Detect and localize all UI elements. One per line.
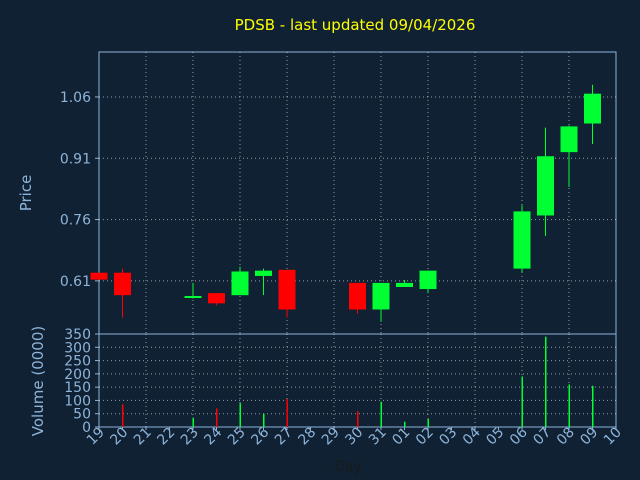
volume-tick-label: 100 xyxy=(64,393,91,409)
x-tick-label: 29 xyxy=(319,425,343,449)
volume-bar xyxy=(239,403,241,427)
x-tick-label: 24 xyxy=(201,424,225,448)
volume-tick-label: 50 xyxy=(73,407,91,423)
x-tick-label: 26 xyxy=(248,424,272,448)
candle-body xyxy=(278,269,296,310)
volume-tick-label: 200 xyxy=(64,367,91,383)
x-tick-label: 28 xyxy=(295,425,319,449)
price-y-ticks: 0.61 0.76 0.91 1.06 xyxy=(60,90,99,290)
volume-bar xyxy=(263,413,265,427)
volume-bar xyxy=(192,417,194,427)
candle-body xyxy=(349,282,366,310)
x-tick-label: 06 xyxy=(507,424,531,448)
volume-bar xyxy=(404,421,406,427)
x-tick-label: 27 xyxy=(272,425,296,449)
candle-body xyxy=(537,156,554,216)
volume-tick-label: 300 xyxy=(64,340,91,356)
x-tick-label: 21 xyxy=(131,425,155,449)
x-tick-label: 25 xyxy=(225,425,249,449)
volume-bar xyxy=(380,401,382,427)
candle-body xyxy=(231,271,249,296)
volume-bar xyxy=(216,408,218,427)
candle-body xyxy=(90,272,108,280)
price-tick-label: 1.06 xyxy=(60,90,91,106)
chart-title: PDSB - last updated 09/04/2026 xyxy=(235,16,476,34)
volume-tick-label: 150 xyxy=(64,380,91,396)
volume-bar xyxy=(592,385,594,427)
price-axis-label: Price xyxy=(17,175,35,212)
volume-bar xyxy=(286,399,288,427)
x-tick-label: 04 xyxy=(460,424,484,448)
candle-body xyxy=(372,282,390,310)
price-tick-label: 0.91 xyxy=(60,151,91,167)
candle-body xyxy=(513,211,531,269)
x-tick-label: 31 xyxy=(366,425,390,449)
x-tick-label: 30 xyxy=(342,425,366,449)
volume-tick-label: 0 xyxy=(82,420,91,436)
volume-bar-series xyxy=(122,336,594,427)
x-tick-label: 09 xyxy=(577,425,601,449)
candle-body xyxy=(584,93,601,124)
x-tick-label: 05 xyxy=(483,425,507,449)
volume-bar xyxy=(357,411,359,427)
x-tick-label: 10 xyxy=(601,425,625,449)
x-tick-label: 22 xyxy=(154,425,178,449)
x-tick-label: 03 xyxy=(436,425,460,449)
candlestick-series xyxy=(90,84,601,322)
x-tick-label: 08 xyxy=(554,425,578,449)
volume-bar xyxy=(521,376,523,427)
x-tick-label: 01 xyxy=(389,425,413,449)
x-axis-label: Day xyxy=(334,459,362,475)
x-tick-labels: 19 20 21 22 23 24 25 26 27 28 29 30 31 01 02 03 04 05 06 07… xyxy=(84,424,625,448)
volume-bar xyxy=(122,404,124,427)
x-tick-label: 20 xyxy=(107,425,131,449)
candle-body xyxy=(560,126,578,153)
x-tick-label: 07 xyxy=(530,425,554,449)
candle-body xyxy=(255,270,272,276)
candle-body xyxy=(419,270,437,290)
volume-axis-label: Volume (0000) xyxy=(29,326,47,436)
volume-tick-label: 350 xyxy=(64,327,91,343)
volume-bar xyxy=(568,384,570,427)
candle-body xyxy=(184,295,202,298)
candle-body xyxy=(396,282,413,287)
price-tick-label: 0.76 xyxy=(60,213,91,229)
volume-tick-label: 250 xyxy=(64,354,91,370)
x-tick-label: 02 xyxy=(413,425,437,449)
price-tick-label: 0.61 xyxy=(60,274,91,290)
x-tick-label: 23 xyxy=(178,425,202,449)
volume-bar xyxy=(545,336,547,427)
candle-body xyxy=(114,272,131,296)
volume-bar xyxy=(427,419,429,427)
candle-body xyxy=(208,293,225,304)
